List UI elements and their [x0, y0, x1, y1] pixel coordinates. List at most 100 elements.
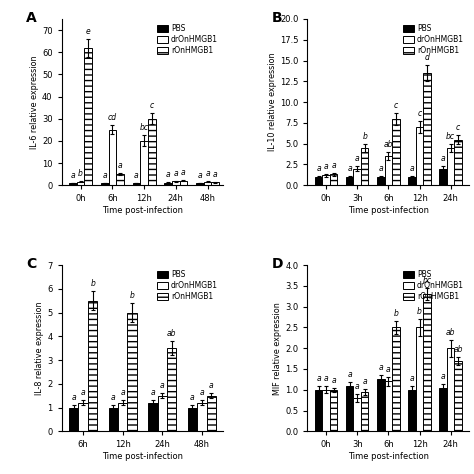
Text: a: a: [71, 171, 75, 180]
Text: a: a: [200, 389, 204, 398]
Bar: [197, 403, 207, 431]
Y-axis label: MIF relative expression: MIF relative expression: [273, 302, 283, 394]
Bar: [408, 390, 416, 431]
Text: D: D: [272, 257, 283, 271]
Bar: [322, 175, 330, 185]
Legend: PBS, drOnHMGB1, rOnHMGB1: PBS, drOnHMGB1, rOnHMGB1: [401, 23, 465, 57]
Bar: [423, 294, 431, 431]
X-axis label: Time post-infection: Time post-infection: [348, 206, 429, 215]
Legend: PBS, drOnHMGB1, rOnHMGB1: PBS, drOnHMGB1, rOnHMGB1: [156, 23, 219, 57]
Bar: [196, 183, 204, 185]
Text: bc: bc: [139, 123, 149, 132]
Text: a: a: [150, 389, 155, 398]
Text: a: a: [410, 374, 414, 383]
Text: a: a: [441, 372, 446, 381]
Bar: [133, 183, 140, 185]
X-axis label: Time post-infection: Time post-infection: [102, 452, 183, 461]
Text: a: a: [72, 393, 76, 402]
Bar: [392, 118, 400, 185]
Text: a: a: [379, 164, 383, 173]
Text: a: a: [118, 161, 122, 170]
Bar: [148, 403, 157, 431]
Bar: [361, 148, 368, 185]
Bar: [140, 141, 148, 185]
Bar: [392, 328, 400, 431]
Text: a: a: [331, 376, 336, 385]
Bar: [354, 398, 361, 431]
Bar: [354, 169, 361, 185]
Bar: [384, 156, 392, 185]
Text: a: a: [173, 169, 178, 178]
Bar: [384, 382, 392, 431]
Bar: [315, 177, 322, 185]
Bar: [447, 148, 455, 185]
Bar: [79, 403, 88, 431]
Text: A: A: [26, 10, 37, 25]
Text: a: a: [441, 154, 446, 163]
Text: a: a: [198, 171, 202, 180]
Bar: [330, 174, 337, 185]
Bar: [439, 169, 447, 185]
Bar: [408, 177, 416, 185]
X-axis label: Time post-infection: Time post-infection: [102, 206, 183, 215]
Bar: [84, 48, 92, 185]
Bar: [116, 174, 124, 185]
Bar: [330, 390, 337, 431]
Text: c: c: [394, 101, 398, 110]
Bar: [128, 312, 137, 431]
Bar: [180, 181, 187, 185]
Bar: [346, 177, 354, 185]
Text: b: b: [130, 291, 135, 300]
Bar: [101, 183, 109, 185]
Bar: [207, 396, 216, 431]
Text: a: a: [316, 374, 321, 383]
Text: a: a: [316, 164, 321, 173]
Bar: [172, 181, 180, 185]
Text: a: a: [331, 161, 336, 170]
Text: ab: ab: [383, 140, 393, 149]
Text: a: a: [209, 382, 214, 391]
Text: ab: ab: [446, 328, 456, 337]
Text: a: a: [379, 363, 383, 372]
Text: a: a: [386, 365, 391, 374]
Text: a: a: [347, 370, 352, 379]
Text: a: a: [160, 382, 164, 391]
Bar: [322, 390, 330, 431]
Y-axis label: IL-10 relative expression: IL-10 relative expression: [268, 53, 277, 151]
Text: c: c: [418, 109, 422, 118]
Text: cd: cd: [108, 113, 117, 122]
Text: a: a: [190, 393, 195, 402]
Text: a: a: [355, 154, 360, 163]
Text: a: a: [347, 164, 352, 173]
Bar: [346, 386, 354, 431]
Bar: [439, 388, 447, 431]
Text: bc: bc: [446, 132, 455, 141]
Text: a: a: [324, 374, 328, 383]
Bar: [361, 392, 368, 431]
Bar: [315, 390, 322, 431]
Bar: [157, 396, 167, 431]
Bar: [455, 361, 462, 431]
Bar: [204, 182, 211, 185]
Text: a: a: [166, 170, 171, 179]
Bar: [188, 408, 197, 431]
Bar: [109, 408, 118, 431]
Text: a: a: [363, 376, 367, 385]
Bar: [69, 183, 77, 185]
Text: a: a: [81, 389, 85, 398]
Text: a: a: [213, 170, 218, 179]
Bar: [416, 127, 423, 185]
Text: a: a: [102, 171, 107, 180]
Text: c: c: [456, 123, 460, 132]
Text: C: C: [26, 257, 36, 271]
Bar: [211, 182, 219, 185]
Bar: [88, 301, 98, 431]
Y-axis label: IL-8 relative expression: IL-8 relative expression: [36, 301, 45, 395]
Text: bc: bc: [422, 276, 431, 285]
Bar: [167, 348, 176, 431]
Text: b: b: [362, 132, 367, 141]
Y-axis label: IL-6 relative expression: IL-6 relative expression: [30, 55, 39, 149]
Bar: [423, 73, 431, 185]
Legend: PBS, drOnHMGB1, rOnHMGB1: PBS, drOnHMGB1, rOnHMGB1: [156, 269, 219, 303]
Bar: [77, 182, 84, 185]
